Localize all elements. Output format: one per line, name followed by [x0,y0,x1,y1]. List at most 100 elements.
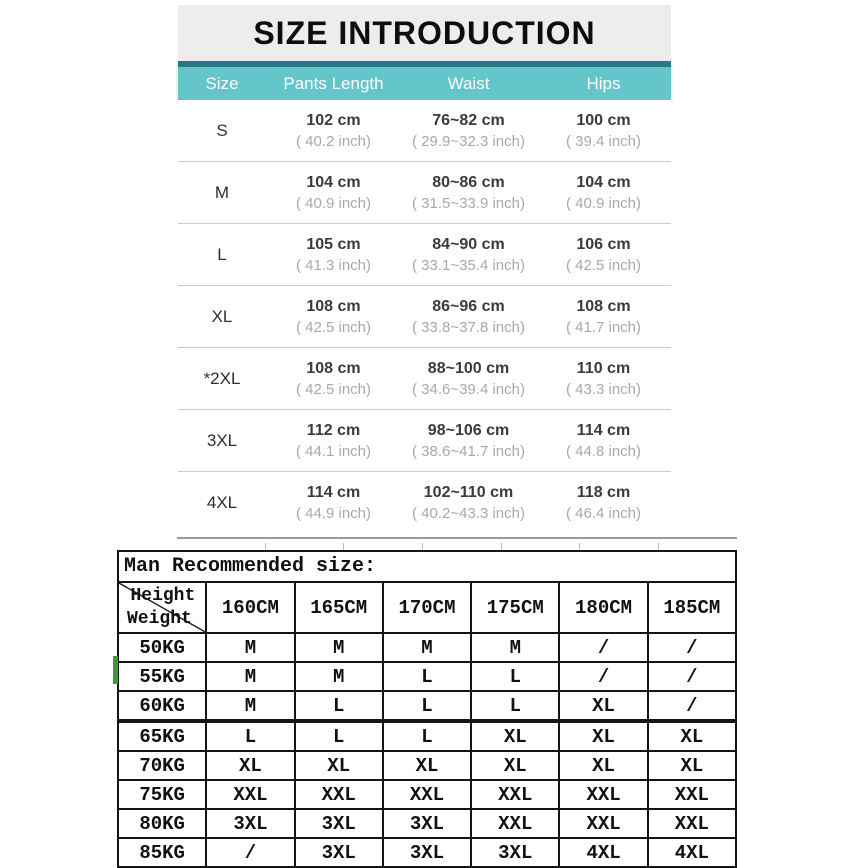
size-table-row: XL 108 cm ( 42.5 inch) 86~96 cm ( 33.8~3… [178,286,671,348]
hips-cell: 106 cm ( 42.5 inch) [536,235,671,275]
column-header-170cm: 170CM [381,581,473,634]
height-weight-corner-cell: Height Weight [116,581,208,634]
waist-inch-value: ( 33.8~37.8 inch) [412,318,525,336]
pants-length-inch-value: ( 42.5 inch) [295,318,372,336]
size-value-cell: M [470,632,561,663]
size-label: L [217,244,227,264]
waist-cm-value: 98~106 cm [427,421,510,439]
size-value-cell: XXL [558,779,649,810]
weight-label: 75KG [116,779,208,810]
excel-crop-tick [422,543,423,550]
hips-inch-value: ( 43.3 inch) [565,380,642,398]
size-label: 3XL [206,430,238,450]
size-value-cell: 3XL [293,837,384,868]
column-header-size: Size [205,73,239,93]
waist-cell: 102~110 cm ( 40.2~43.3 inch) [401,483,536,523]
size-value-cell: XXL [558,808,649,839]
size-value-cell: XL [381,750,473,781]
size-table-header-row: Size Pants Length Waist Hips [178,61,671,100]
column-header-waist: Waist [447,73,490,93]
column-header-180cm: 180CM [558,581,649,634]
recommend-table-row: 50KG M M M M / / [116,632,738,663]
excel-cropped-row-edge [117,537,737,550]
recommend-table-body: Man Recommended size: Height Weight 160C… [116,550,738,868]
recommend-table-row: 75KG XXL XXL XXL XXL XXL XXL [116,779,738,810]
recommend-size-panel: Man Recommended size: Height Weight 160C… [113,537,738,868]
size-value-cell: M [293,632,384,663]
recommend-table-row: 65KG L L L XL XL XL [116,720,738,752]
column-header-hips: Hips [586,73,621,93]
size-value-cell: L [293,690,384,723]
size-table-row: L 105 cm ( 41.3 inch) 84~90 cm ( 33.1~35… [178,224,671,286]
size-value-cell: XL [470,720,561,752]
waist-inch-value: ( 33.1~35.4 inch) [412,256,525,274]
size-label: 4XL [206,492,238,512]
size-value-cell: XL [205,750,296,781]
size-value-cell: 3XL [470,837,561,868]
waist-cell: 98~106 cm ( 38.6~41.7 inch) [401,421,536,461]
pants-length-cell: 114 cm ( 44.9 inch) [266,483,401,523]
size-table-row: 4XL 114 cm ( 44.9 inch) 102~110 cm ( 40.… [178,472,671,533]
size-table-row: *2XL 108 cm ( 42.5 inch) 88~100 cm ( 34.… [178,348,671,410]
hips-cm-value: 118 cm [576,483,631,501]
weight-label: 50KG [116,632,208,663]
size-value-cell: 4XL [558,837,649,868]
pants-length-cm-value: 112 cm [306,421,361,439]
size-value-cell: L [381,690,473,723]
waist-cm-value: 88~100 cm [427,359,510,377]
waist-cm-value: 80~86 cm [432,173,505,191]
hips-inch-value: ( 42.5 inch) [565,256,642,274]
pants-length-cm-value: 114 cm [306,483,361,501]
pants-length-cm-value: 105 cm [306,235,361,253]
waist-cm-value: 102~110 cm [423,483,514,501]
waist-inch-value: ( 29.9~32.3 inch) [412,132,525,150]
size-value-cell: XL [558,690,649,723]
waist-inch-value: ( 38.6~41.7 inch) [412,442,525,460]
hips-inch-value: ( 44.8 inch) [565,442,642,460]
size-value-cell: XL [646,750,738,781]
waist-cm-value: 76~82 cm [432,111,505,129]
column-header-160cm: 160CM [205,581,296,634]
pants-length-cell: 105 cm ( 41.3 inch) [266,235,401,275]
size-value-cell: 3XL [381,837,473,868]
hips-cell: 110 cm ( 43.3 inch) [536,359,671,399]
pants-length-cell: 104 cm ( 40.9 inch) [266,173,401,213]
hips-inch-value: ( 41.7 inch) [565,318,642,336]
size-value-cell: XXL [205,779,296,810]
hips-cell: 118 cm ( 46.4 inch) [536,483,671,523]
hips-cell: 100 cm ( 39.4 inch) [536,111,671,151]
size-value-cell: XXL [470,808,561,839]
waist-cell: 86~96 cm ( 33.8~37.8 inch) [401,297,536,337]
column-header-pants-length: Pants Length [283,73,384,93]
hips-cm-value: 106 cm [576,235,631,253]
size-value-cell: XL [470,750,561,781]
size-value-cell: / [646,690,738,723]
size-value-cell: M [205,690,296,723]
hips-cm-value: 114 cm [576,421,631,439]
size-value-cell: XL [293,750,384,781]
corner-height-label: Height [130,586,196,606]
excel-crop-tick [579,543,580,550]
size-value-cell: 4XL [646,837,738,868]
pants-length-cm-value: 108 cm [306,359,361,377]
column-header-175cm: 175CM [470,581,561,634]
waist-cell: 88~100 cm ( 34.6~39.4 inch) [401,359,536,399]
size-label: XL [211,306,233,326]
size-table-row: 3XL 112 cm ( 44.1 inch) 98~106 cm ( 38.6… [178,410,671,472]
size-value-cell: XXL [381,779,473,810]
column-header-185cm: 185CM [646,581,738,634]
hips-cell: 108 cm ( 41.7 inch) [536,297,671,337]
pants-length-inch-value: ( 40.2 inch) [295,132,372,150]
hips-cell: 104 cm ( 40.9 inch) [536,173,671,213]
size-value-cell: 3XL [381,808,473,839]
size-table-row: S 102 cm ( 40.2 inch) 76~82 cm ( 29.9~32… [178,100,671,162]
size-value-cell: / [558,632,649,663]
size-value-cell: XXL [646,779,738,810]
size-value-cell: XL [558,720,649,752]
pants-length-inch-value: ( 44.9 inch) [295,504,372,522]
size-value-cell: XL [646,720,738,752]
size-value-cell: / [558,661,649,692]
recommend-size-table: Man Recommended size: Height Weight 160C… [116,550,738,868]
pants-length-inch-value: ( 41.3 inch) [295,256,372,274]
size-value-cell: M [205,661,296,692]
